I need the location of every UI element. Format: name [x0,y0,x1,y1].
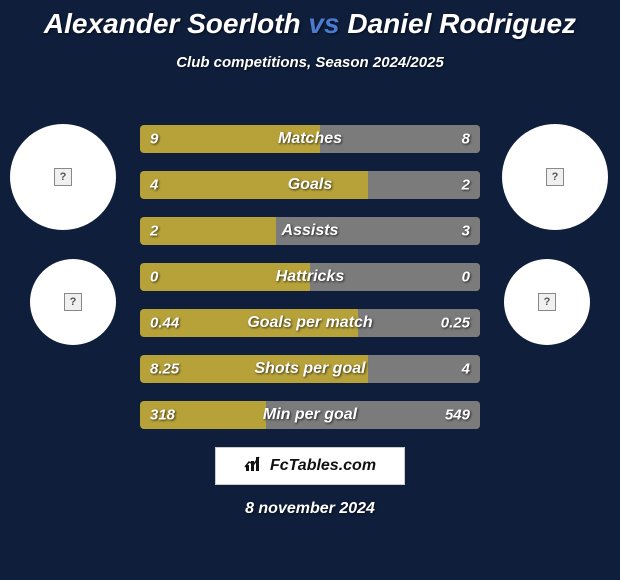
stat-bar-right-value: 0.25 [441,315,470,332]
chart-icon [244,455,266,478]
stat-bar-row: 00Hattricks [140,263,480,291]
comparison-title: Alexander Soerloth vs Daniel Rodriguez [0,0,620,40]
stat-bars: 98Matches42Goals23Assists00Hattricks0.44… [140,125,480,447]
stat-bar-left-value: 4 [150,177,158,194]
stat-bar-left-value: 9 [150,131,158,148]
stat-bar-right-fill [320,125,480,153]
stat-bar-left-value: 0.44 [150,315,179,332]
stat-bar-right-fill [310,263,480,291]
image-placeholder-icon [54,168,72,186]
club-left-logo [30,259,116,345]
stat-bar-row: 318549Min per goal [140,401,480,429]
title-player-right: Daniel Rodriguez [347,8,576,39]
player-left-avatar [10,124,116,230]
fctables-logo-box: FcTables.com [215,447,405,485]
stat-bar-row: 42Goals [140,171,480,199]
stat-bar-row: 8.254Shots per goal [140,355,480,383]
image-placeholder-icon [538,293,556,311]
image-placeholder-icon [546,168,564,186]
stat-bar-row: 98Matches [140,125,480,153]
image-placeholder-icon [64,293,82,311]
title-player-left: Alexander Soerloth [44,8,301,39]
stat-bar-left-value: 318 [150,407,175,424]
player-right-avatar [502,124,608,230]
stat-bar-row: 23Assists [140,217,480,245]
title-vs: vs [301,8,348,39]
stat-bar-right-value: 0 [462,269,470,286]
stat-bar-right-value: 2 [462,177,470,194]
fctables-logo-text: FcTables.com [270,457,376,475]
stat-bar-right-value: 549 [445,407,470,424]
stat-bar-left-value: 0 [150,269,158,286]
stat-bar-right-value: 3 [462,223,470,240]
stat-bar-right-value: 4 [462,361,470,378]
comparison-date: 8 november 2024 [0,500,620,518]
stat-bar-left-value: 2 [150,223,158,240]
stat-bar-left-value: 8.25 [150,361,179,378]
stat-bar-right-fill [276,217,480,245]
stat-bar-right-value: 8 [462,131,470,148]
club-right-logo [504,259,590,345]
comparison-subtitle: Club competitions, Season 2024/2025 [0,54,620,71]
stat-bar-row: 0.440.25Goals per match [140,309,480,337]
